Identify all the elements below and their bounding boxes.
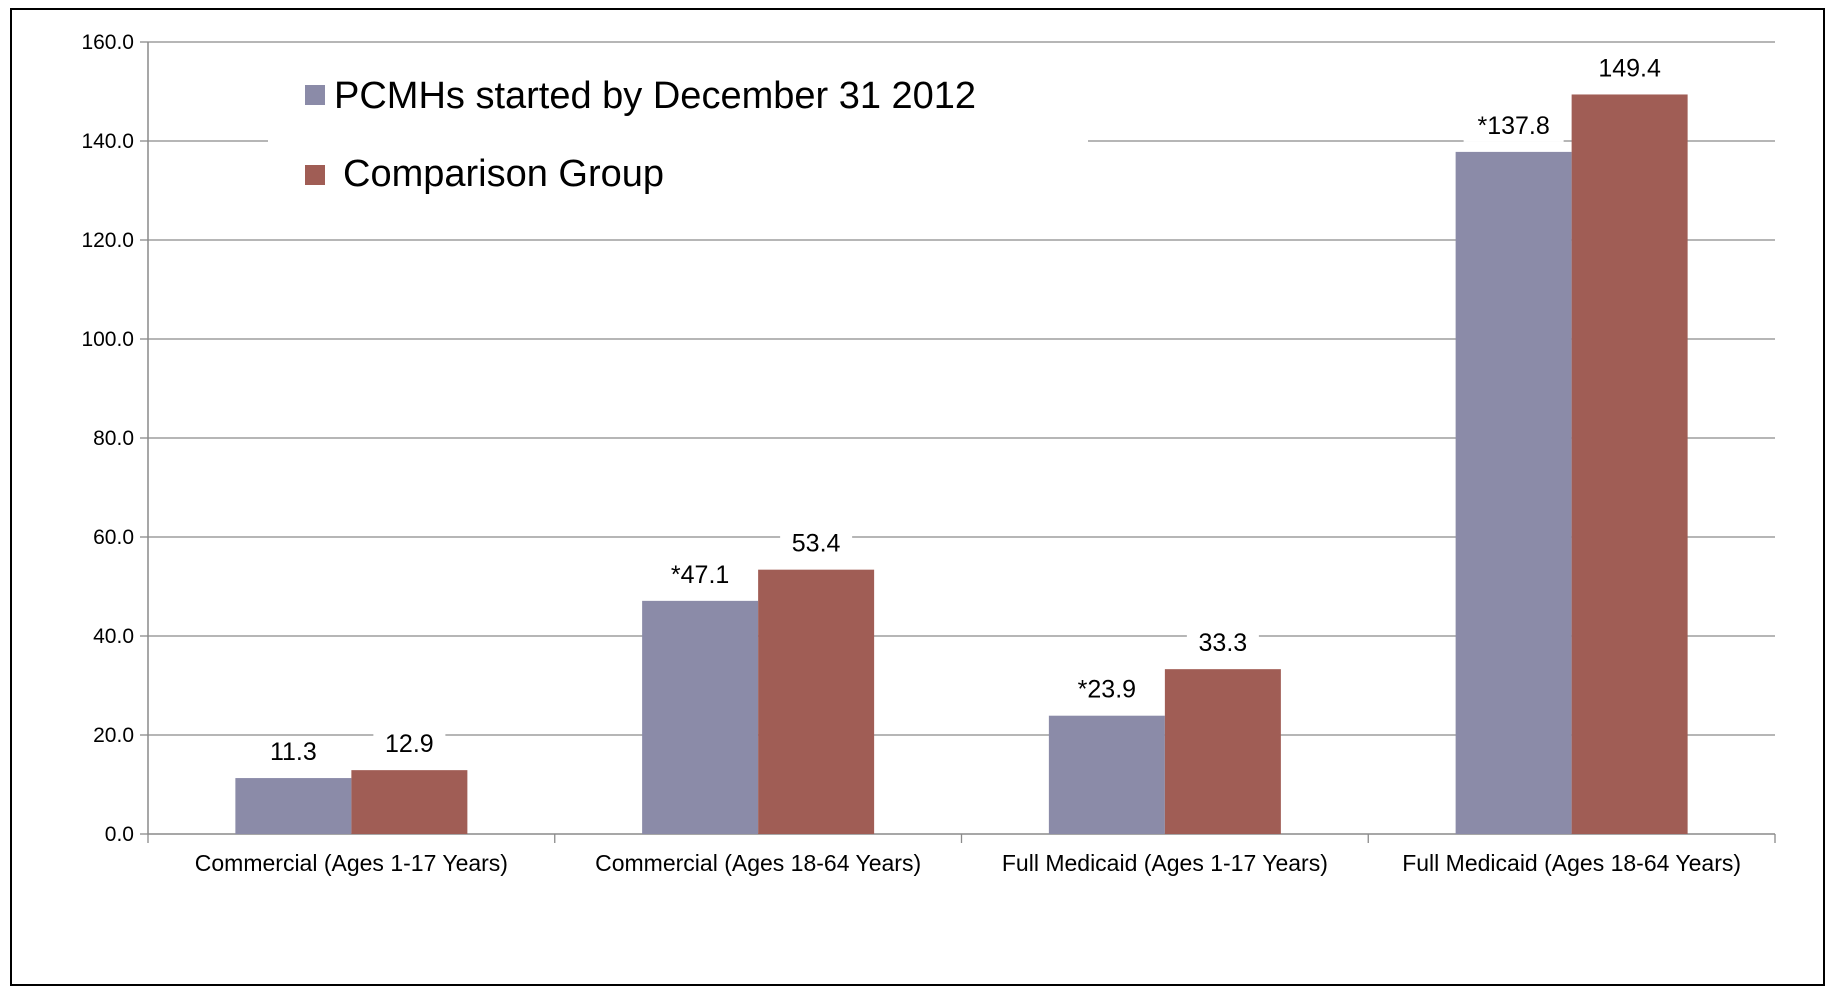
y-tick-label: 160.0: [81, 31, 134, 54]
category-label: Commercial (Ages 18-64 Years): [595, 850, 921, 876]
data-label-background: [657, 558, 744, 591]
data-label-background: [1463, 109, 1564, 142]
data-label: *137.8: [1477, 112, 1549, 140]
legend-swatch: [305, 165, 325, 185]
y-tick-label: 80.0: [93, 427, 134, 450]
category-label: Full Medicaid (Ages 18-64 Years): [1402, 850, 1741, 876]
bar[interactable]: [1048, 715, 1165, 834]
data-label: 149.4: [1598, 54, 1661, 82]
y-tick-label: 40.0: [93, 625, 134, 648]
y-tick-label: 100.0: [81, 328, 134, 351]
data-label: *23.9: [1078, 676, 1136, 704]
bar[interactable]: [642, 600, 759, 834]
bar[interactable]: [1571, 94, 1688, 835]
bar[interactable]: [1455, 151, 1572, 834]
data-label: 53.4: [792, 530, 841, 558]
y-tick-label: 120.0: [81, 229, 134, 252]
category-label: Commercial (Ages 1-17 Years): [195, 850, 508, 876]
bar[interactable]: [351, 770, 468, 834]
y-tick-label: 60.0: [93, 526, 134, 549]
data-label-background: [1063, 673, 1150, 706]
data-label-background: [373, 728, 446, 761]
data-label-background: [1586, 52, 1673, 85]
y-tick-label: 140.0: [81, 130, 134, 153]
legend-background: [268, 65, 1088, 215]
legend-label: Comparison Group: [343, 153, 664, 195]
bar[interactable]: [758, 569, 875, 834]
data-label-background: [257, 736, 330, 769]
data-label-background: [780, 527, 853, 560]
bar[interactable]: [1164, 669, 1281, 834]
category-label: Full Medicaid (Ages 1-17 Years): [1002, 850, 1328, 876]
legend-label: PCMHs started by December 31 2012: [334, 75, 976, 117]
y-tick-label: 0.0: [105, 823, 134, 846]
data-label-background: [1186, 627, 1259, 660]
legend-swatch: [305, 85, 325, 105]
data-label: *47.1: [671, 561, 729, 589]
bar[interactable]: [235, 778, 352, 834]
data-label: 12.9: [385, 730, 434, 758]
data-label: 11.3: [270, 738, 317, 766]
y-tick-label: 20.0: [93, 724, 134, 747]
data-label: 33.3: [1199, 629, 1248, 657]
